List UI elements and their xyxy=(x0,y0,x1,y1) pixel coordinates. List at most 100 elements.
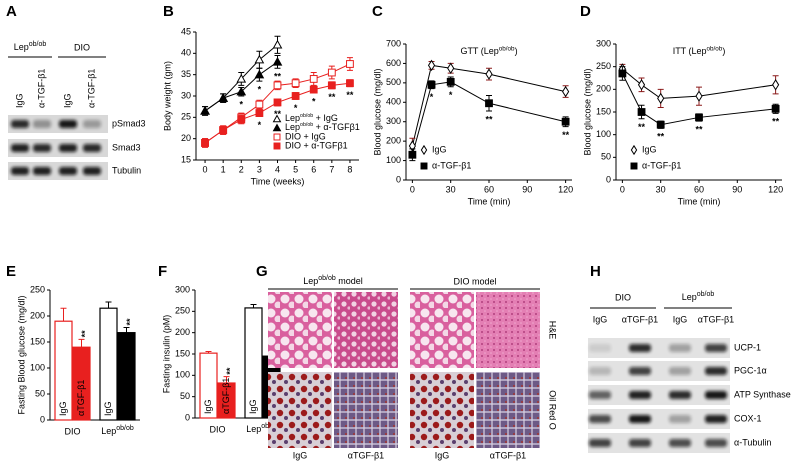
data-point xyxy=(447,62,455,75)
blot-band xyxy=(33,167,51,175)
chart-title: GTT (Lepob/ob) xyxy=(460,45,517,56)
x-tick-label: DIO xyxy=(209,424,225,434)
blot-band xyxy=(669,439,691,447)
blot-band xyxy=(11,120,29,128)
bar-label: IgG xyxy=(103,401,113,416)
blot-band xyxy=(59,167,77,175)
y-tick-label: 600 xyxy=(386,58,401,68)
y-tick-label: 40 xyxy=(181,48,191,58)
data-point xyxy=(346,60,354,68)
data-point xyxy=(200,105,210,115)
significance: * xyxy=(294,103,298,113)
y-tick-label: 35 xyxy=(181,69,191,79)
text-part: ) xyxy=(515,46,518,56)
row-label: COX-1 xyxy=(734,413,762,423)
significance: ** xyxy=(225,367,235,375)
blot-strip xyxy=(588,409,730,429)
blot-band xyxy=(33,144,51,152)
x-tick-label: 2 xyxy=(239,164,244,174)
data-point xyxy=(273,81,282,90)
significance: ** xyxy=(80,330,90,338)
significance: * xyxy=(449,90,453,100)
data-point xyxy=(237,115,246,124)
column-label: IgG xyxy=(435,450,450,460)
y-axis-label: Blood glucose (mg/dl) xyxy=(582,68,592,155)
row-label: ATP Synthase xyxy=(734,389,791,399)
histology-image xyxy=(268,292,332,368)
data-point xyxy=(657,92,665,105)
group-label: Lepob/ob xyxy=(14,41,47,53)
x-axis-label: Time (min) xyxy=(468,196,511,206)
blot-strip xyxy=(8,162,108,180)
text-part: ob/ob xyxy=(707,45,723,52)
blot-band xyxy=(83,120,101,128)
histology-image xyxy=(410,372,474,448)
y-tick-label: 200 xyxy=(175,327,190,337)
bar xyxy=(117,332,136,421)
error-bar xyxy=(105,301,112,309)
panel-letter: G xyxy=(256,263,268,280)
bar xyxy=(54,320,73,421)
data-point xyxy=(272,39,283,49)
data-point xyxy=(291,79,300,88)
panel-letter: C xyxy=(372,3,383,20)
text-part: ob/ob xyxy=(300,122,313,128)
y-tick-label: 0 xyxy=(40,414,45,424)
error-bar xyxy=(60,307,67,322)
y-tick-label: 300 xyxy=(596,38,611,48)
legend-marker xyxy=(273,133,281,141)
x-tick-label: 120 xyxy=(558,184,573,194)
blot-strip xyxy=(588,361,730,381)
significance: * xyxy=(312,96,316,106)
text-part: ob/ob xyxy=(29,41,47,48)
x-tick-label: 90 xyxy=(522,184,532,194)
x-tick-label: 0 xyxy=(620,184,625,194)
x-tick-label: 4 xyxy=(275,164,280,174)
x-tick-label: 6 xyxy=(311,164,316,174)
legend-label: α-TGF-β1 xyxy=(642,160,681,170)
text-part: ITT (Lep xyxy=(673,46,707,56)
bar-label: αTGF-β1 xyxy=(121,380,131,416)
data-point xyxy=(561,117,570,126)
y-axis-label: Body weight (gm) xyxy=(162,61,172,131)
bar xyxy=(99,307,118,421)
data-point xyxy=(427,80,436,89)
text-part: Lep xyxy=(101,426,116,436)
data-point xyxy=(272,56,283,66)
legend-label: Lepob/ob + α-TGFβ1 xyxy=(285,122,360,132)
panel-letter: H xyxy=(590,263,601,280)
blot-band xyxy=(11,144,29,152)
x-tick-label: 120 xyxy=(768,184,783,194)
legend-marker xyxy=(420,144,428,156)
data-point xyxy=(562,85,570,98)
y-tick-label: 150 xyxy=(175,348,190,358)
data-point xyxy=(656,120,665,129)
blot-band xyxy=(589,367,611,375)
bar-label: IgG xyxy=(203,399,213,414)
group-label: DIO xyxy=(615,292,631,302)
y-tick-label: 0 xyxy=(396,174,401,184)
y-tick-label: 0 xyxy=(185,412,190,422)
blot-band xyxy=(589,344,611,352)
data-point xyxy=(236,73,247,83)
y-tick-label: 200 xyxy=(30,310,45,320)
bar xyxy=(217,382,236,419)
x-tick-label: 0 xyxy=(410,184,415,194)
lane-label: IgG xyxy=(14,93,24,108)
blot-band xyxy=(629,367,651,375)
y-tick-label: 400 xyxy=(386,97,401,107)
error-bar xyxy=(223,376,230,384)
blot-strip xyxy=(588,433,730,453)
blot-strip xyxy=(8,115,108,133)
data-point xyxy=(201,139,209,147)
text-part: ob/ob xyxy=(300,113,313,119)
data-point xyxy=(327,68,336,77)
blot-band xyxy=(629,344,651,352)
data-point xyxy=(273,98,282,107)
blot-band xyxy=(589,439,611,447)
data-point xyxy=(446,77,455,86)
blot-band xyxy=(589,415,611,423)
y-tick-label: 250 xyxy=(30,284,45,294)
y-tick-label: 250 xyxy=(596,61,611,71)
data-point xyxy=(218,93,229,102)
